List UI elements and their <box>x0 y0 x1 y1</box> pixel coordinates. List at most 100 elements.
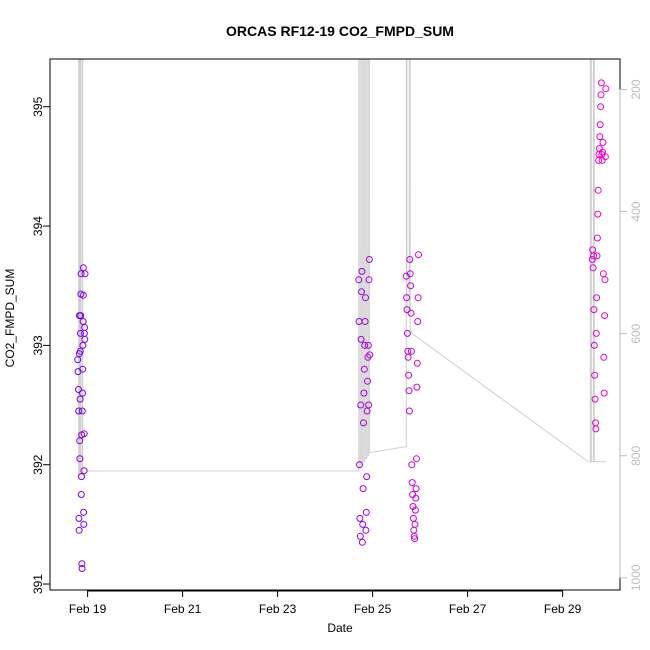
chart-title: ORCAS RF12-19 CO2_FMPD_SUM <box>226 23 454 39</box>
data-point <box>364 377 371 385</box>
data-point <box>78 473 85 481</box>
data-point <box>356 461 363 469</box>
data-point <box>360 365 368 373</box>
x-tick-label: Feb 27 <box>449 602 487 616</box>
series-line <box>77 59 607 475</box>
data-point <box>365 256 373 263</box>
data-point <box>413 455 420 463</box>
data-point <box>596 121 604 129</box>
data-point <box>79 341 87 349</box>
data-point <box>405 407 413 415</box>
data-point <box>365 276 373 284</box>
data-point <box>78 565 86 572</box>
data-point <box>357 401 365 409</box>
x-tick-label: Feb 25 <box>354 602 392 616</box>
data-point <box>408 479 416 487</box>
data-point <box>362 294 369 302</box>
data-point <box>410 532 418 540</box>
y2-tick-label: 1000 <box>629 564 643 591</box>
data-point <box>361 318 369 325</box>
data-point <box>405 387 413 395</box>
data-point <box>411 520 419 528</box>
x-tick-label: Feb 29 <box>544 602 582 616</box>
data-point <box>364 341 372 349</box>
data-point <box>75 386 82 393</box>
y2-tick-label: 200 <box>629 79 643 99</box>
data-point <box>593 294 601 302</box>
data-point <box>412 494 420 502</box>
data-point <box>407 347 415 355</box>
data-point <box>403 294 411 302</box>
y2-tick-label: 400 <box>629 201 643 221</box>
data-point <box>79 264 87 272</box>
data-point <box>75 407 83 415</box>
y-tick-label: 394 <box>31 216 45 236</box>
data-point <box>411 506 419 514</box>
data-point <box>600 353 608 361</box>
data-point <box>407 309 415 317</box>
data-point <box>355 276 363 284</box>
data-point <box>357 335 365 343</box>
data-point <box>362 526 370 534</box>
data-point <box>81 270 89 278</box>
data-point <box>75 526 83 534</box>
data-point <box>405 371 413 379</box>
data-point <box>80 520 88 528</box>
data-point <box>414 294 422 302</box>
data-point <box>362 508 370 516</box>
data-point <box>77 491 85 498</box>
data-point <box>363 473 371 481</box>
data-point <box>590 252 597 260</box>
data-point <box>78 560 86 568</box>
data-point <box>597 79 605 87</box>
data-point <box>360 419 367 427</box>
data-point <box>594 186 602 194</box>
data-point <box>601 153 609 161</box>
data-point <box>76 437 84 445</box>
plot-frame <box>49 58 621 591</box>
data-point <box>409 514 417 522</box>
data-point <box>361 341 369 349</box>
data-point <box>409 491 417 498</box>
data-point <box>76 347 84 355</box>
data-point <box>79 365 87 373</box>
data-point <box>408 461 416 469</box>
data-point <box>356 532 364 540</box>
data-point <box>601 276 609 284</box>
data-point <box>359 520 367 528</box>
data-point <box>411 535 419 543</box>
point-series <box>74 79 610 572</box>
data-point <box>415 251 422 259</box>
data-point <box>593 234 601 242</box>
data-point <box>77 270 85 278</box>
data-point <box>413 383 421 391</box>
x-tick-label: Feb 19 <box>69 602 107 616</box>
data-point <box>594 210 602 218</box>
data-point <box>80 430 88 438</box>
data-point <box>591 371 599 379</box>
data-point <box>592 329 600 337</box>
y-tick-label: 392 <box>31 454 45 474</box>
data-point <box>365 401 373 409</box>
data-point <box>597 91 605 99</box>
data-point <box>358 267 366 275</box>
data-point <box>407 282 415 290</box>
data-point <box>409 503 417 510</box>
data-point <box>589 264 597 272</box>
data-point <box>592 425 600 433</box>
data-point <box>596 133 604 141</box>
data-point <box>595 145 603 152</box>
data-point <box>79 389 86 397</box>
data-point <box>77 312 85 320</box>
data-point <box>410 526 418 534</box>
y-axis-right: 200 400 600 800 1000 <box>619 79 643 591</box>
y-axis-left: 391 392 393 394 395 <box>31 96 51 594</box>
data-point <box>406 270 414 278</box>
data-point <box>414 318 422 325</box>
y-tick-label: 393 <box>31 335 45 355</box>
data-point <box>76 455 84 463</box>
data-point <box>358 538 366 546</box>
data-point <box>412 485 420 493</box>
data-point <box>599 139 607 146</box>
